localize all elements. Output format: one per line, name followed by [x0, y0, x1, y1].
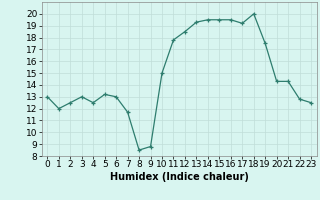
X-axis label: Humidex (Indice chaleur): Humidex (Indice chaleur)	[110, 172, 249, 182]
